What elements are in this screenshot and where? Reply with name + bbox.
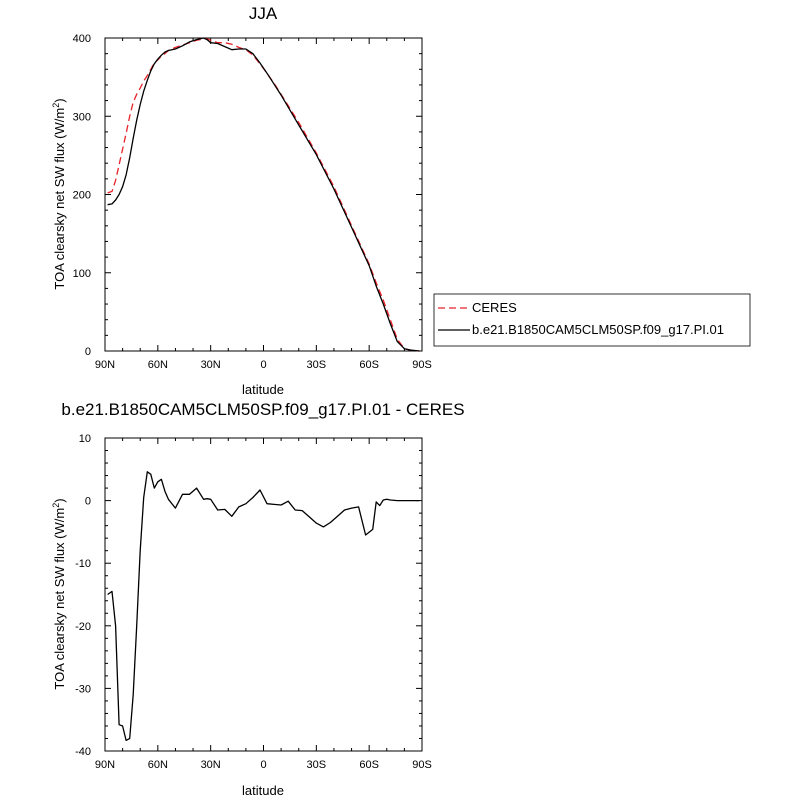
bottom-x-tick-label: 30S <box>307 759 327 771</box>
top-y-tick-label: 100 <box>73 268 91 280</box>
top-panel-title: JJA <box>249 4 278 23</box>
bottom-y-tick-label: 0 <box>85 496 91 508</box>
top-x-tick-label: 60S <box>359 359 379 371</box>
bottom-x-tick-label: 60S <box>359 759 379 771</box>
bottom-x-axis-label: latitude <box>242 783 284 798</box>
bottom-y-tick-label: 10 <box>79 433 91 445</box>
bottom-panel-title: b.e21.B1850CAM5CLM50SP.f09_g17.PI.01 - C… <box>61 400 464 419</box>
top-x-tick-label: 30N <box>201 359 221 371</box>
legend-box <box>433 293 751 347</box>
legend: CERES b.e21.B1850CAM5CLM50SP.f09_g17.PI.… <box>433 293 751 347</box>
bottom-y-tick-label: -30 <box>75 683 91 695</box>
bottom-panel: b.e21.B1850CAM5CLM50SP.f09_g17.PI.01 - C… <box>51 400 465 798</box>
bottom-y-tick-label: -40 <box>75 746 91 758</box>
bottom-x-tick-label: 60N <box>148 759 168 771</box>
bottom-y-tick-label: -20 <box>75 621 91 633</box>
top-x-tick-label: 30S <box>307 359 327 371</box>
top-series-line-0 <box>107 38 420 352</box>
bottom-plot-frame <box>104 437 423 752</box>
top-plot-frame <box>104 37 423 352</box>
bottom-y-tick-label: -10 <box>75 558 91 570</box>
top-x-tick-label: 60N <box>148 359 168 371</box>
top-panel: JJA 90N 60N 30N 0 30S 60S 90S 0 100 200 300 400 lat… <box>51 4 751 397</box>
top-x-tick-label: 0 <box>260 359 266 371</box>
bottom-x-tick-label: 90N <box>95 759 115 771</box>
top-y-axis-label: TOA clearsky net SW flux (W/m2) <box>51 98 67 289</box>
bottom-y-axis-label: TOA clearsky net SW flux (W/m2) <box>51 498 67 689</box>
top-x-tick-label: 90N <box>95 359 115 371</box>
top-x-axis-label: latitude <box>242 382 284 397</box>
legend-label-ceres: CERES <box>472 300 517 315</box>
top-x-tick-label: 90S <box>412 359 432 371</box>
bottom-series-line-0 <box>107 471 420 742</box>
top-y-tick-label: 200 <box>73 190 91 202</box>
top-y-tick-label: 0 <box>85 346 91 358</box>
top-y-tick-label: 300 <box>73 111 91 123</box>
bottom-x-tick-label: 0 <box>260 759 266 771</box>
top-series-line-1 <box>107 37 420 352</box>
bottom-x-tick-label: 90S <box>412 759 432 771</box>
bottom-x-tick-label: 30N <box>201 759 221 771</box>
legend-label-model: b.e21.B1850CAM5CLM50SP.f09_g17.PI.01 <box>472 322 724 337</box>
top-y-tick-label: 400 <box>73 33 91 45</box>
